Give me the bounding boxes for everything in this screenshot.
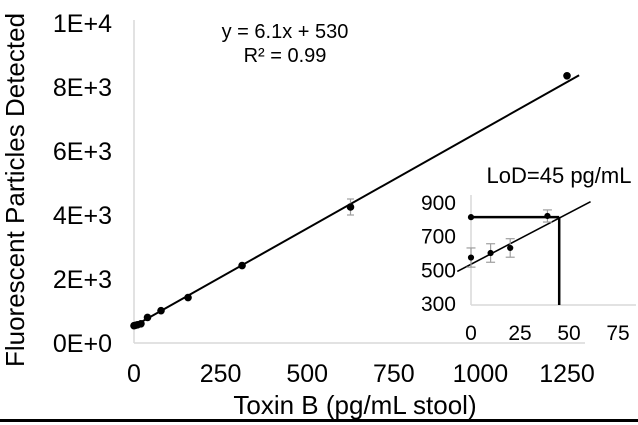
main-plot: 0E+02E+34E+36E+38E+31E+40 250 500 750 1000 12… (53, 10, 595, 388)
inset-plot: 300 500 700 900 0 25 50 75 (421, 192, 636, 345)
data-point (157, 306, 165, 315)
y-axis-title: Fluorescent Particles Detected (0, 13, 30, 367)
data-point (184, 293, 192, 302)
x-tick-label: 1000 (453, 360, 509, 388)
y-tick-label: 700 (421, 226, 456, 249)
y-tick-label: 1E+4 (53, 10, 112, 38)
trend-line (130, 74, 580, 329)
data-point (487, 249, 494, 257)
x-tick-label: 1250 (539, 360, 595, 388)
x-tick-label: 250 (200, 360, 242, 388)
data-point (563, 72, 571, 80)
x-tick-label: 50 (557, 322, 580, 345)
x-tick-label: 750 (373, 360, 415, 388)
y-tick-label: 4E+3 (53, 202, 112, 230)
fit-equation-annotation: y = 6.1x + 530 (222, 21, 349, 43)
data-point (507, 244, 514, 252)
y-tick-label: 8E+3 (53, 74, 112, 102)
y-tick-label: 900 (421, 192, 456, 215)
data-point (346, 203, 355, 211)
x-tick-label: 25 (508, 322, 531, 345)
y-tick-label: 300 (421, 293, 456, 316)
data-point (143, 313, 152, 322)
x-tick-label: 75 (606, 322, 629, 345)
trend-line (456, 200, 591, 273)
data-point (467, 254, 475, 261)
x-tick-label: 500 (286, 360, 328, 388)
data-point (137, 320, 145, 328)
y-tick-label: 0E+0 (53, 330, 112, 358)
inset-title: LoD=45 pg/mL (487, 163, 632, 188)
y-tick-label: 2E+3 (53, 266, 112, 294)
x-tick-label: 0 (465, 322, 477, 345)
r-squared-annotation: R² = 0.99 (244, 45, 327, 67)
data-point (238, 261, 246, 270)
x-tick-label: 0 (127, 360, 141, 388)
lod-cutoff-marker (467, 214, 475, 221)
y-tick-label: 500 (421, 259, 456, 282)
x-axis-title: Toxin B (pg/mL stool) (233, 390, 476, 420)
bottom-border (0, 419, 638, 422)
data-point (544, 212, 551, 220)
y-tick-label: 6E+3 (53, 138, 112, 166)
